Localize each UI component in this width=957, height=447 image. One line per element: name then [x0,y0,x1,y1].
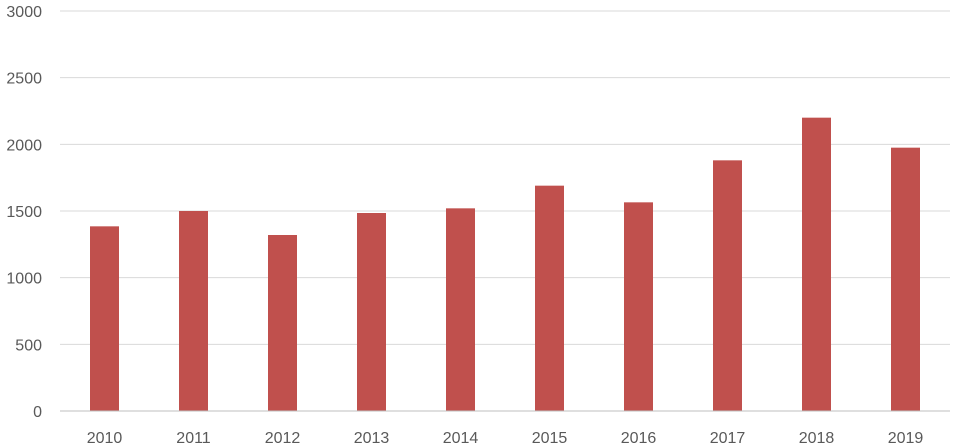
x-tick-label: 2018 [799,430,835,447]
bar [357,213,386,411]
x-tick-label: 2019 [888,430,924,447]
y-tick-label: 2000 [6,137,42,154]
bar [891,147,920,411]
x-tick-label: 2017 [710,430,746,447]
x-tick-label: 2016 [621,430,657,447]
bar [268,235,297,411]
y-tick-label: 2500 [6,71,42,88]
bar [535,185,564,411]
x-tick-label: 2012 [265,430,301,447]
y-tick-label: 3000 [6,4,42,21]
bar [446,208,475,411]
x-tick-label: 2015 [532,430,568,447]
axes: 0 500 1000 1500 2000 2500 3000 2010 2011 2012 2013… [6,4,950,447]
x-tick-label: 2010 [87,430,123,447]
bar [713,160,742,411]
bar [90,226,119,411]
y-tick-label: 1500 [6,204,42,221]
y-tick-label: 1000 [6,271,42,288]
x-tick-label: 2014 [443,430,479,447]
x-tick-label: 2013 [354,430,390,447]
bar [179,211,208,411]
bar [624,202,653,411]
gridlines [60,10,950,345]
y-tick-label: 0 [33,404,42,421]
y-tick-label: 500 [15,337,42,354]
x-tick-label: 2011 [176,430,211,447]
bars [90,117,920,412]
bar [802,117,831,412]
